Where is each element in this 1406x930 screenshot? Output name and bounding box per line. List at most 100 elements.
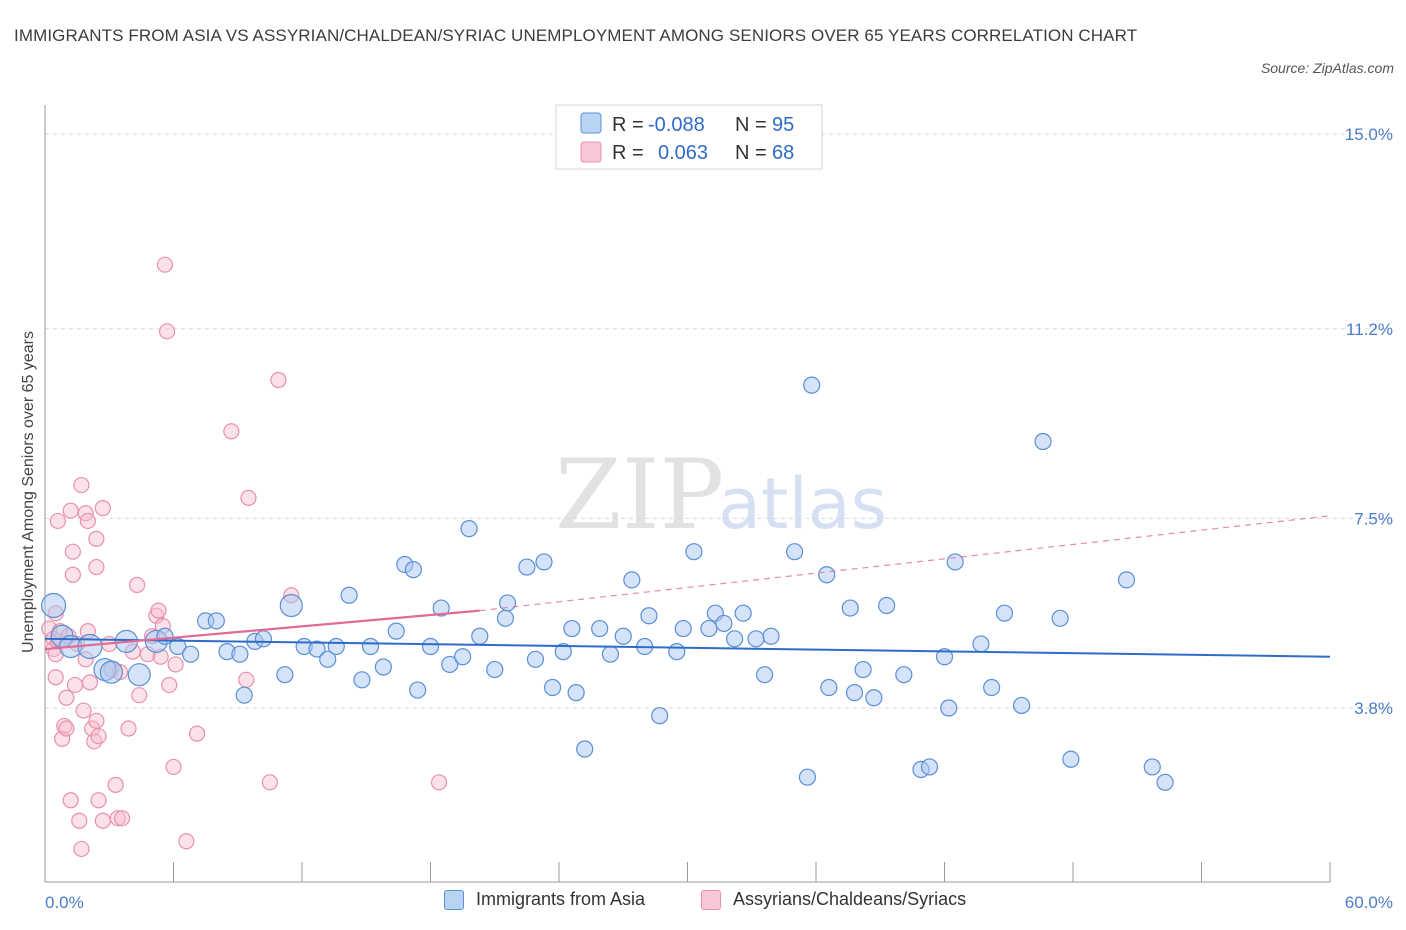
point-asia-43	[526, 650, 545, 668]
point-asia-27	[361, 637, 380, 656]
point-asia-86	[995, 604, 1014, 622]
legend-swatch-assyrians	[701, 889, 721, 910]
series-assyrians-points	[41, 256, 448, 858]
point-asia-18	[254, 630, 273, 648]
point-asia-84	[972, 635, 990, 653]
watermark: ZIP atlas	[555, 439, 887, 551]
point-asia-13	[207, 612, 225, 630]
point-assyrians-57	[165, 758, 182, 776]
point-asia-22	[308, 640, 326, 658]
point-assyrians-67	[430, 774, 448, 791]
point-asia-37	[460, 520, 478, 538]
point-asia-50	[591, 619, 609, 638]
point-assyrians-61	[223, 423, 240, 440]
point-asia-80	[920, 758, 939, 776]
point-asia-5	[99, 660, 123, 684]
point-assyrians-59	[178, 833, 195, 850]
point-asia-23	[319, 650, 337, 668]
point-assyrians-32	[88, 530, 105, 547]
trend-line-assyrians	[44, 609, 480, 651]
trend-lines	[44, 515, 1331, 658]
grid	[45, 133, 1390, 709]
point-asia-42	[518, 558, 536, 576]
legend-label-assyrians: Assyrians/Chaldeans/Syriacs	[733, 889, 967, 909]
point-asia-35	[441, 655, 459, 674]
point-asia-32	[409, 681, 427, 699]
point-asia-28	[374, 658, 392, 676]
x-tick-label-1: 60.0%	[1345, 893, 1393, 912]
point-assyrians-64	[261, 774, 278, 791]
point-assyrians-11	[58, 720, 75, 737]
legend-label-asia: Immigrants from Asia	[476, 889, 646, 909]
legend-swatch-asia	[444, 889, 464, 910]
point-asia-69	[798, 768, 817, 786]
point-assyrians-35	[90, 792, 107, 809]
point-assyrians-22	[73, 476, 90, 494]
legend-swatch-pink	[580, 141, 602, 163]
point-assyrians-65	[270, 371, 287, 389]
point-asia-34	[432, 599, 450, 617]
point-asia-67	[762, 627, 780, 645]
point-asia-85	[983, 678, 1001, 697]
point-asia-48	[567, 684, 585, 702]
point-assyrians-31	[88, 558, 105, 576]
point-asia-36	[454, 648, 472, 666]
point-asia-15	[231, 645, 249, 663]
point-asia-87	[1012, 696, 1031, 715]
point-asia-68	[785, 543, 804, 561]
point-asia-38	[471, 627, 489, 645]
point-assyrians-30	[86, 733, 103, 750]
point-assyrians-23	[75, 702, 92, 719]
point-asia-57	[668, 643, 686, 661]
point-assyrians-37	[94, 812, 111, 829]
point-asia-51	[601, 645, 620, 663]
point-asia-71	[818, 566, 836, 584]
watermark-atlas: atlas	[718, 463, 887, 545]
point-asia-66	[755, 666, 774, 684]
point-asia-59	[685, 543, 703, 561]
point-asia-60	[700, 619, 718, 638]
point-asia-83	[946, 553, 964, 571]
point-assyrians-56	[161, 676, 178, 694]
y-axis-title: Unemployment Among Seniors over 65 years	[20, 331, 37, 653]
legend-n-label-2: N =	[735, 142, 767, 164]
point-assyrians-43	[113, 810, 131, 827]
point-assyrians-51	[150, 602, 167, 619]
y-tick-label-3: 15.0%	[1345, 125, 1393, 144]
point-assyrians-21	[73, 840, 90, 858]
point-assyrians-47	[131, 687, 148, 704]
point-assyrians-60	[188, 725, 206, 742]
point-asia-7	[127, 663, 151, 687]
point-assyrians-54	[156, 256, 174, 273]
point-assyrians-62	[238, 671, 255, 688]
y-tick-label-2: 11.2%	[1346, 320, 1393, 339]
point-asia-0	[40, 592, 67, 619]
point-asia-33	[421, 637, 440, 656]
point-asia-65	[747, 630, 765, 648]
point-asia-40	[496, 609, 515, 627]
legend-swatch-blue	[580, 112, 602, 134]
point-asia-77	[878, 596, 896, 615]
legend-n-label-1: N =	[735, 114, 767, 136]
point-assyrians-10	[56, 717, 73, 735]
point-assyrians-15	[62, 502, 79, 519]
point-asia-76	[865, 689, 883, 707]
point-asia-64	[734, 604, 752, 622]
point-assyrians-34	[90, 728, 107, 745]
trend-line-asia	[44, 637, 1331, 658]
source-label: Source: ZipAtlas.com	[1260, 60, 1394, 76]
point-assyrians-63	[240, 489, 257, 506]
point-assyrians-28	[81, 674, 99, 691]
point-asia-24	[327, 637, 345, 656]
y-tick-label-0: 3.8%	[1354, 699, 1393, 718]
point-asia-16	[235, 686, 253, 704]
point-assyrians-12	[58, 689, 75, 706]
point-assyrians-20	[71, 812, 88, 829]
point-asia-88	[1034, 432, 1052, 451]
point-asia-74	[845, 684, 864, 702]
point-assyrians-27	[79, 512, 96, 530]
point-asia-10	[169, 637, 187, 656]
point-assyrians-46	[128, 576, 146, 594]
point-asia-72	[820, 678, 838, 697]
